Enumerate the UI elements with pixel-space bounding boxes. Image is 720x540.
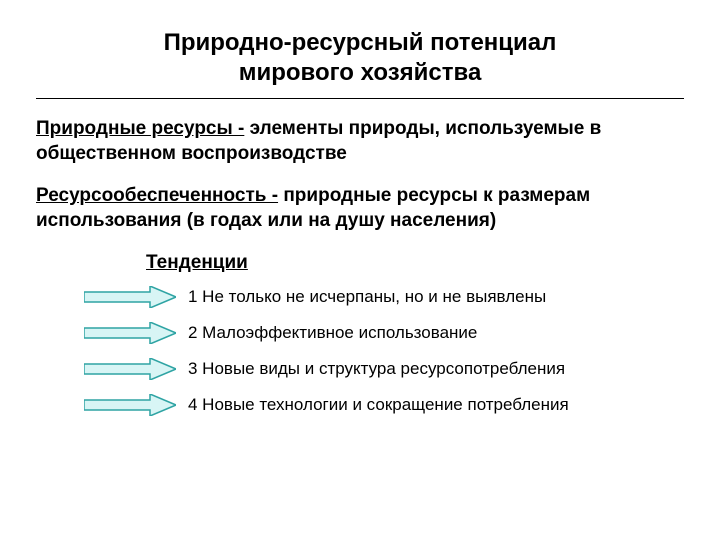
- bullet-item: 1 Не только не исчерпаны, но и не выявле…: [84, 286, 684, 308]
- arrow-icon: [84, 322, 176, 344]
- bullet-item: 2 Малоэффективное использование: [84, 322, 684, 344]
- arrow-icon: [84, 394, 176, 416]
- bullet-text: 2 Малоэффективное использование: [188, 323, 477, 343]
- arrow-icon: [84, 286, 176, 308]
- bullet-list: 1 Не только не исчерпаны, но и не выявле…: [84, 286, 684, 416]
- title-line-2: мирового хозяйства: [239, 59, 482, 86]
- bullet-text: 1 Не только не исчерпаны, но и не выявле…: [188, 287, 546, 307]
- bullet-item: 4 Новые технологии и сокращение потребле…: [84, 394, 684, 416]
- title-divider: [36, 98, 684, 99]
- page-title: Природно-ресурсный потенциал мирового хо…: [36, 28, 684, 88]
- bullet-text: 3 Новые виды и структура ресурсопотребле…: [188, 359, 565, 379]
- bullet-text: 4 Новые технологии и сокращение потребле…: [188, 395, 569, 415]
- definition-1: Природные ресурсы - элементы природы, ис…: [36, 117, 684, 166]
- arrow-icon: [84, 358, 176, 380]
- tendencies-label: Тенденции: [146, 252, 684, 274]
- definition-2: Ресурсообеспеченность - природные ресурс…: [36, 184, 684, 233]
- bullet-item: 3 Новые виды и структура ресурсопотребле…: [84, 358, 684, 380]
- title-line-1: Природно-ресурсный потенциал: [164, 29, 557, 56]
- term-2: Ресурсообеспеченность -: [36, 185, 278, 206]
- term-1: Природные ресурсы -: [36, 118, 244, 139]
